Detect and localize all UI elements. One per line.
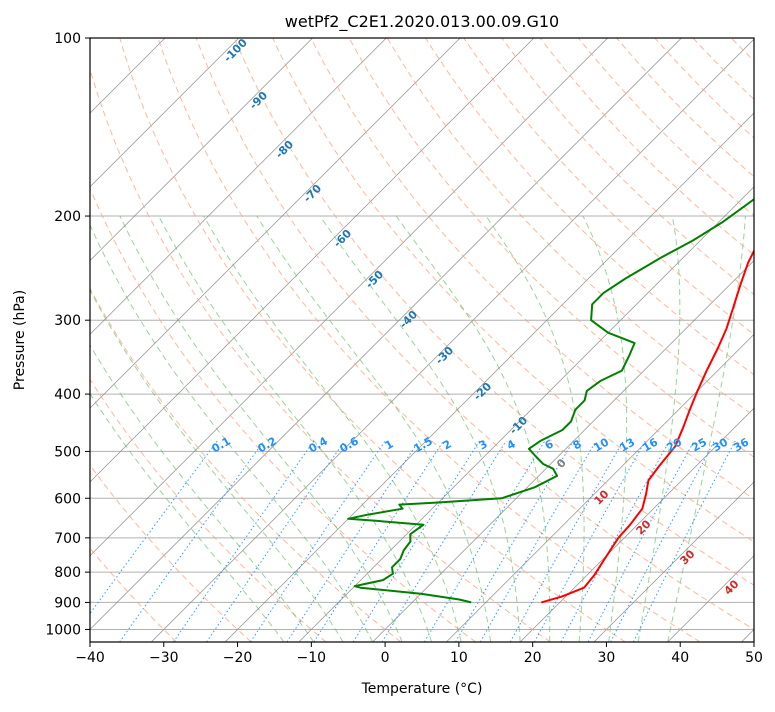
mixing-ratio-line bbox=[382, 441, 506, 642]
dry-adiabat bbox=[502, 38, 775, 642]
moist-adiabat-label: -50 bbox=[363, 268, 386, 291]
x-tick-label: −30 bbox=[149, 650, 179, 666]
mixing-ratio-line bbox=[314, 441, 444, 642]
plot-area bbox=[0, 38, 775, 642]
mixing-ratio-label: 8 bbox=[571, 437, 584, 452]
mixing-ratio-label: 4 bbox=[505, 437, 518, 452]
moist-adiabat bbox=[86, 216, 373, 642]
y-tick-label: 1000 bbox=[45, 622, 81, 638]
isotherm-line bbox=[741, 38, 775, 642]
x-tick-label: 50 bbox=[745, 650, 763, 666]
x-tick-label: 20 bbox=[524, 650, 542, 666]
isotherm-line bbox=[520, 38, 775, 642]
x-tick-label: −20 bbox=[223, 650, 253, 666]
y-tick-label: 300 bbox=[54, 313, 81, 329]
mixing-ratio-label: 6 bbox=[543, 437, 556, 452]
y-tick-label: 400 bbox=[54, 387, 81, 403]
moist-adiabat-label: -90 bbox=[247, 89, 270, 112]
mixing-ratio-line bbox=[611, 441, 715, 642]
moist-adiabat-label: -80 bbox=[273, 138, 296, 161]
dry-adiabat bbox=[43, 38, 475, 642]
mixing-ratio-label: 0.4 bbox=[307, 434, 331, 455]
dry-adiabat bbox=[693, 38, 775, 642]
isotherm-line bbox=[77, 38, 681, 642]
mixing-ratio-line bbox=[173, 441, 314, 642]
moist-adiabat bbox=[583, 216, 627, 642]
mixing-ratio-label: 1 bbox=[383, 437, 396, 452]
y-tick-label: 600 bbox=[54, 491, 81, 507]
dry-adiabat bbox=[120, 38, 626, 642]
dry-adiabat bbox=[273, 38, 775, 642]
dry-adiabat bbox=[5, 38, 401, 642]
moist-adiabat-label: -30 bbox=[433, 344, 456, 367]
dry-adiabat bbox=[387, 38, 775, 642]
y-tick-label: 800 bbox=[54, 565, 81, 581]
x-tick-label: 10 bbox=[450, 650, 468, 666]
x-tick-label: −40 bbox=[75, 650, 105, 666]
moist-adiabat bbox=[3, 216, 284, 642]
x-tick-label: 40 bbox=[671, 650, 689, 666]
isotherm-line bbox=[225, 38, 775, 642]
dry-adiabat bbox=[349, 38, 775, 642]
dry-adiabat bbox=[731, 38, 775, 642]
dry-adiabat bbox=[540, 38, 775, 642]
moist-adiabat-label: -100 bbox=[221, 36, 250, 65]
isotherm-line bbox=[0, 38, 534, 642]
y-tick-label: 500 bbox=[54, 444, 81, 460]
isotherm-line bbox=[0, 38, 386, 642]
y-tick-label: 900 bbox=[54, 595, 81, 611]
dry-adiabat bbox=[0, 38, 326, 642]
x-tick-label: −10 bbox=[297, 650, 327, 666]
mixing-ratio-label: 0.6 bbox=[338, 434, 362, 455]
mixing-ratio-line bbox=[69, 441, 217, 642]
mixing-ratio-label: 0.1 bbox=[210, 434, 233, 455]
moist-adiabat bbox=[159, 216, 432, 642]
chart-title: wetPf2_C2E1.2020.013.00.09.G10 bbox=[285, 12, 559, 32]
moist-adiabat-label: -10 bbox=[507, 414, 530, 437]
moist-adiabat-label: -70 bbox=[301, 182, 324, 205]
dry-adiabat bbox=[578, 38, 775, 642]
moist-adiabat bbox=[204, 216, 461, 642]
moist-adiabat-label: -60 bbox=[331, 227, 354, 250]
dry-adiabat bbox=[769, 38, 775, 642]
isotherm-line bbox=[373, 38, 775, 642]
dry-adiabat bbox=[0, 38, 251, 642]
dry-adiabat-label: 10 bbox=[592, 487, 612, 507]
moist-adiabat bbox=[320, 216, 520, 642]
x-tick-label: 30 bbox=[598, 650, 616, 666]
moist-adiabat-label: -20 bbox=[471, 380, 494, 403]
dry-adiabat bbox=[617, 38, 775, 642]
x-tick-label: 0 bbox=[381, 650, 390, 666]
isotherm-line bbox=[151, 38, 755, 642]
y-axis-label: Pressure (hPa) bbox=[12, 290, 28, 390]
mixing-ratio-line bbox=[588, 441, 694, 642]
y-tick-label: 200 bbox=[54, 209, 81, 225]
mixing-ratio-line bbox=[480, 441, 596, 642]
dry-adiabat bbox=[311, 38, 775, 642]
moist-adiabat-label: -40 bbox=[397, 308, 420, 331]
x-axis-label: Temperature (°C) bbox=[361, 681, 483, 697]
mixing-ratio-line bbox=[634, 441, 736, 642]
mixing-ratio-line bbox=[120, 441, 265, 642]
dry-adiabat bbox=[655, 38, 775, 642]
isotherm-line bbox=[0, 38, 460, 642]
isotherm-line bbox=[4, 38, 608, 642]
mixing-ratio-label: 0.2 bbox=[256, 434, 279, 455]
mixing-ratio-label: 3 bbox=[477, 437, 490, 452]
isotherm-line bbox=[0, 38, 313, 642]
y-tick-label: 100 bbox=[54, 31, 81, 47]
dry-adiabat-label: 30 bbox=[678, 547, 698, 567]
y-tick-label: 700 bbox=[54, 531, 81, 547]
dry-adiabat-label: 40 bbox=[722, 577, 742, 597]
mixing-ratio-line bbox=[353, 441, 479, 642]
